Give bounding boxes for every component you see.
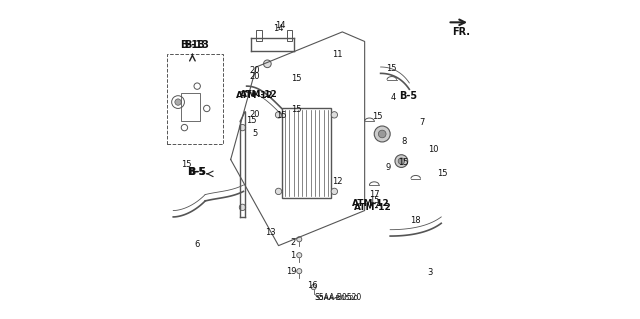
Text: 14: 14 [273,24,284,33]
Text: ATM-12: ATM-12 [352,199,390,208]
Bar [287,30,292,41]
Text: 15: 15 [276,111,287,120]
Text: 19: 19 [286,267,296,276]
Text: 15: 15 [369,197,380,205]
Text: 6: 6 [195,240,200,249]
Circle shape [297,237,302,242]
Text: ATM-12: ATM-12 [240,90,278,99]
Circle shape [297,253,302,258]
Circle shape [331,112,337,118]
Text: B-13: B-13 [184,40,209,50]
Text: 15: 15 [291,74,302,83]
Text: B-5: B-5 [188,167,206,177]
Text: 3: 3 [428,268,433,277]
Text: B-13: B-13 [180,40,205,50]
Circle shape [395,155,408,167]
Text: 15: 15 [291,105,302,114]
Circle shape [175,99,181,105]
Circle shape [311,285,316,290]
Text: 5: 5 [252,130,257,138]
Circle shape [374,126,390,142]
Text: 20: 20 [250,66,260,75]
Text: 18: 18 [410,216,421,225]
Bar [282,108,331,198]
Text: ATM-12: ATM-12 [236,91,273,100]
Text: ATM-12: ATM-12 [354,203,392,212]
Text: 20: 20 [250,72,260,81]
Text: 4: 4 [391,93,396,102]
Bar [181,93,200,121]
Text: S5AA-B0520: S5AA-B0520 [316,295,359,301]
Text: B-5: B-5 [187,167,205,177]
Text: S5AA-B0520: S5AA-B0520 [315,293,362,302]
Circle shape [398,158,404,164]
Circle shape [239,204,246,211]
Text: 2: 2 [291,238,296,247]
Text: 11: 11 [332,50,343,59]
Text: 7: 7 [419,118,425,127]
Text: 13: 13 [265,228,276,237]
Circle shape [297,269,302,274]
Text: FR.: FR. [452,27,470,37]
Text: 15: 15 [438,169,448,178]
Circle shape [275,188,282,195]
Text: 9: 9 [386,163,391,172]
Text: 16: 16 [307,281,317,290]
Text: 15: 15 [397,158,408,167]
Text: 12: 12 [332,177,343,186]
Circle shape [239,124,246,131]
Text: B-5: B-5 [399,91,417,101]
Bar [256,30,262,41]
Text: 17: 17 [369,190,380,199]
Text: 15: 15 [246,116,257,125]
Text: 10: 10 [428,145,438,154]
Text: 20: 20 [250,110,260,119]
Circle shape [264,60,271,68]
Text: 8: 8 [402,137,407,146]
Text: 15: 15 [180,160,191,169]
Circle shape [331,188,337,195]
Text: 15: 15 [372,112,383,121]
Text: 1: 1 [291,251,296,260]
Text: 14: 14 [275,21,285,30]
Bar [167,54,223,144]
Circle shape [378,130,386,138]
Circle shape [275,112,282,118]
Text: 15: 15 [387,64,397,73]
